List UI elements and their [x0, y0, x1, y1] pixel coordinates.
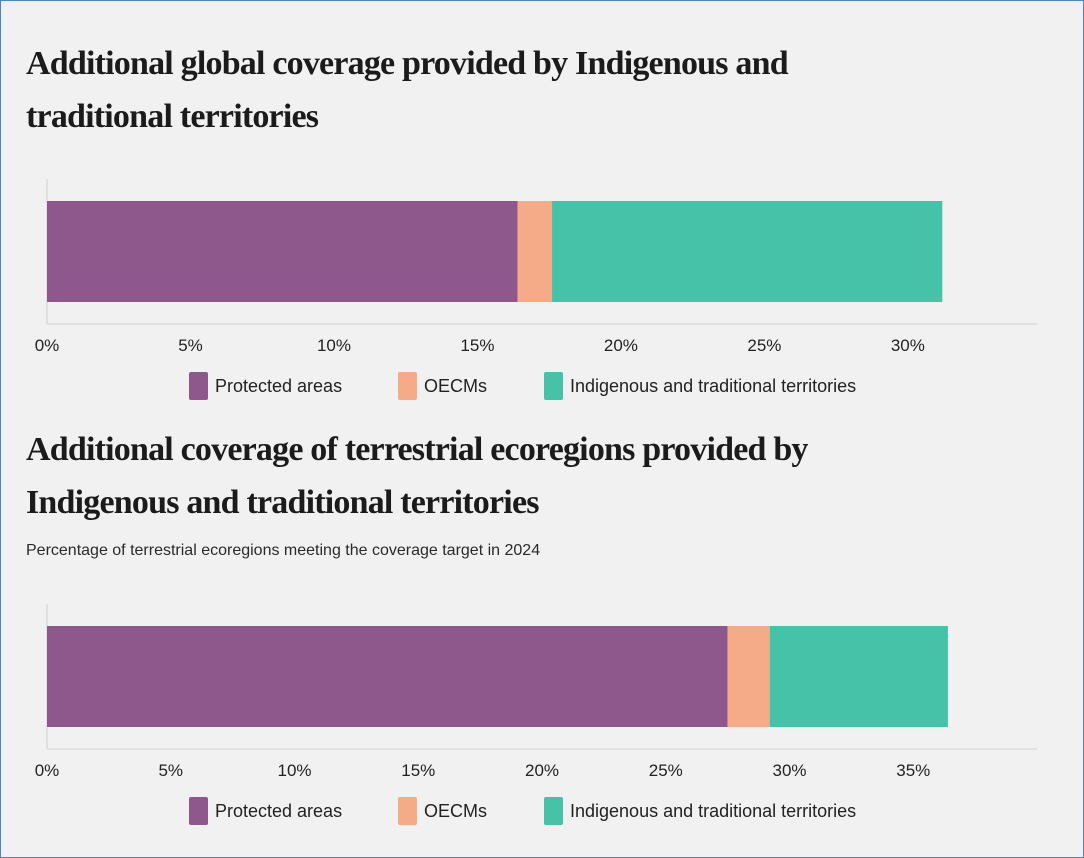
- legend-swatch: [189, 372, 208, 400]
- legend-label: OECMs: [424, 801, 487, 821]
- legend-swatch: [544, 372, 563, 400]
- x-tick-label: 25%: [747, 336, 781, 355]
- x-tick-label: 5%: [178, 336, 203, 355]
- x-tick-label: 0%: [35, 336, 60, 355]
- legend-item[interactable]: Protected areas: [189, 372, 342, 400]
- x-tick-label: 35%: [896, 761, 930, 780]
- bar-segment-indigenous-and-traditional-territories[interactable]: [552, 201, 943, 302]
- legend-item[interactable]: OECMs: [398, 372, 487, 400]
- chart-2-subtitle: Percentage of terrestrial ecoregions mee…: [26, 542, 541, 559]
- legend-swatch: [398, 372, 417, 400]
- x-tick-label: 10%: [317, 336, 351, 355]
- legend-label: Indigenous and traditional territories: [570, 801, 856, 821]
- legend-item[interactable]: Protected areas: [189, 797, 342, 825]
- legend-swatch: [544, 797, 563, 825]
- chart-2-svg: 0% 5% 10% 15% 20% 25% 30% 35% Protected areas OEC…: [35, 604, 1037, 825]
- legend-swatch: [189, 797, 208, 825]
- chart-1-svg: 0% 5% 10% 15% 20% 25% 30% Protected areas OECMs I…: [35, 179, 1037, 400]
- chart-2-title: Additional coverage of terrestrial ecore…: [26, 431, 808, 521]
- x-tick-label: 5%: [158, 761, 183, 780]
- legend-label: OECMs: [424, 376, 487, 396]
- legend-swatch: [398, 797, 417, 825]
- x-tick-label: 0%: [35, 761, 60, 780]
- x-tick-label: 20%: [525, 761, 559, 780]
- legend-item[interactable]: OECMs: [398, 797, 487, 825]
- bar-segment-protected-areas[interactable]: [47, 626, 728, 727]
- chart-1-title: Additional global coverage provided by I…: [26, 45, 789, 135]
- legend-label: Protected areas: [215, 801, 342, 821]
- x-tick-label: 30%: [772, 761, 806, 780]
- x-tick-label: 30%: [891, 336, 925, 355]
- x-tick-label: 15%: [460, 336, 494, 355]
- legend-item[interactable]: Indigenous and traditional territories: [544, 372, 856, 400]
- x-tick-label: 20%: [604, 336, 638, 355]
- bar-segment-oecms[interactable]: [517, 201, 553, 302]
- x-tick-label: 25%: [649, 761, 683, 780]
- bar-segment-indigenous-and-traditional-territories[interactable]: [769, 626, 948, 727]
- legend-item[interactable]: Indigenous and traditional territories: [544, 797, 856, 825]
- x-tick-label: 10%: [277, 761, 311, 780]
- legend-label: Protected areas: [215, 376, 342, 396]
- bar-segment-oecms[interactable]: [727, 626, 770, 727]
- bar-segment-protected-areas[interactable]: [47, 201, 518, 302]
- x-tick-label: 15%: [401, 761, 435, 780]
- legend-label: Indigenous and traditional territories: [570, 376, 856, 396]
